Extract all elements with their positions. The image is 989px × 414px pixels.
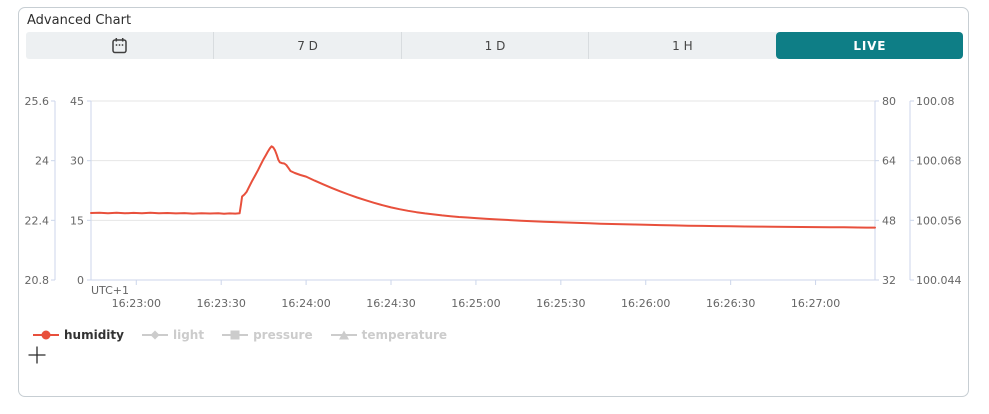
legend-item-label: humidity	[64, 328, 124, 342]
y-axis-label-humidity: 0	[77, 274, 84, 287]
x-axis-label: 16:23:30	[196, 297, 245, 310]
y-axis-label-temperature: 22.4	[25, 214, 50, 227]
toolbar-button-calendar[interactable]	[26, 32, 213, 59]
toolbar-button-label: 1 H	[672, 38, 693, 53]
legend-item-label: pressure	[253, 328, 313, 342]
x-axis-label: 16:25:00	[451, 297, 500, 310]
circle-marker-icon	[33, 330, 59, 340]
y-axis-label-temperature: 20.8	[25, 274, 50, 287]
x-axis-label: 16:25:30	[536, 297, 585, 310]
legend-item-humidity[interactable]: humidity	[33, 328, 124, 342]
y-axis-label-light: 64	[882, 155, 896, 168]
humidity-series-line	[90, 145, 876, 229]
triangle-marker-icon	[330, 330, 357, 340]
x-axis-label: 16:24:30	[366, 297, 415, 310]
calendar-icon	[112, 38, 127, 54]
toolbar-button-7d[interactable]: 7 D	[213, 32, 400, 59]
legend-item-label: temperature	[361, 328, 448, 342]
x-axis-label: 16:26:30	[706, 297, 755, 310]
square-marker-icon	[222, 330, 249, 340]
plus-crosshair-icon[interactable]	[28, 346, 46, 364]
card-title: Advanced Chart	[27, 13, 132, 28]
y-axis-label-pressure: 100.056	[916, 214, 962, 227]
y-axis-label-light: 48	[882, 214, 896, 227]
y-axis-label-temperature: 24	[35, 155, 49, 168]
toolbar-button-live[interactable]: LIVE	[775, 32, 963, 59]
chart-plot-area[interactable]: 25.6 24 22.4 20.8 45 30 15 0 80 64 48 32 100.08 100.0…	[19, 8, 970, 398]
toolbar-button-1h[interactable]: 1 H	[588, 32, 775, 59]
diamond-marker-icon	[141, 330, 168, 340]
toolbar-button-label: 7 D	[297, 38, 318, 53]
y-axis-label-pressure: 100.068	[916, 155, 962, 168]
y-axis-label-light: 80	[882, 95, 896, 108]
plus-icon-glyph	[28, 346, 46, 364]
legend-item-light[interactable]: light	[141, 328, 205, 342]
legend-item-label: light	[172, 328, 205, 342]
y-axis-label-pressure: 100.08	[916, 95, 955, 108]
timezone-label: UTC+1	[91, 284, 129, 297]
y-axis-label-humidity: 45	[70, 95, 84, 108]
y-axis-label-temperature: 25.6	[25, 95, 50, 108]
x-axis-label: 16:24:00	[281, 297, 330, 310]
y-axis-label-pressure: 100.044	[916, 274, 962, 287]
toolbar-button-label: LIVE	[853, 38, 887, 53]
y-axis-label-humidity: 30	[70, 155, 84, 168]
legend-item-temperature[interactable]: temperature	[330, 328, 448, 342]
toolbar-button-label: 1 D	[484, 38, 506, 53]
legend-item-pressure[interactable]: pressure	[222, 328, 313, 342]
x-axis-label: 16:23:00	[112, 297, 161, 310]
x-axis-label: 16:26:00	[621, 297, 670, 310]
chart-legend: humidity light pressure temperature	[33, 328, 447, 342]
x-axis-label: 16:27:00	[791, 297, 840, 310]
y-axis-label-light: 32	[882, 274, 896, 287]
toolbar-button-1d[interactable]: 1 D	[400, 32, 588, 59]
y-axis-label-humidity: 15	[70, 214, 84, 227]
time-range-toolbar: 7 D 1 D 1 H LIVE	[26, 32, 963, 59]
